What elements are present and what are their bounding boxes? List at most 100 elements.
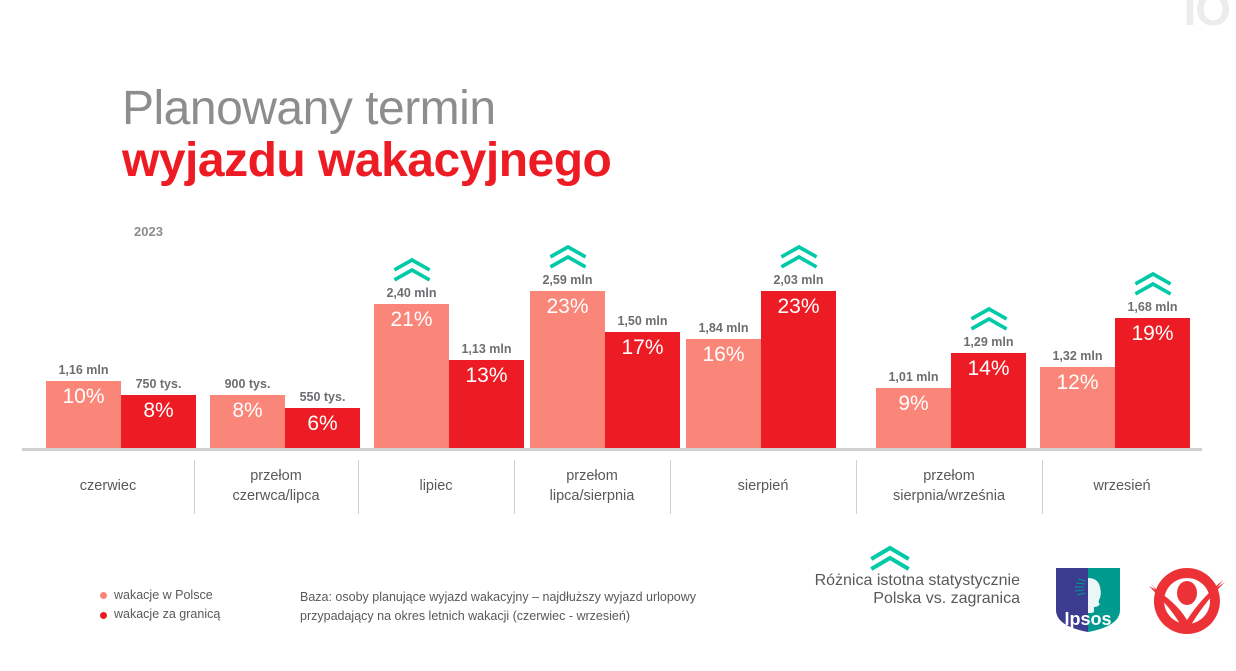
bar-absolute-label: 1,16 mln [58, 362, 109, 377]
bar-pair: 16% 1,84 mln 23% 2,03 mln [686, 232, 836, 450]
title-line-secondary: wyjazdu wakacyjnego [122, 134, 612, 188]
axis-label-5: sierpień [670, 458, 856, 516]
chart-baseline [22, 448, 1202, 451]
page-title: Planowany termin wyjazdu wakacyjnego [122, 82, 612, 188]
bar-abroad[interactable]: 19% 1,68 mln [1115, 272, 1190, 450]
bar-rect[interactable]: 13% 1,13 mln [449, 342, 524, 450]
bar-absolute-label: 1,13 mln [461, 341, 512, 356]
axis-label-text: lipiec [419, 478, 453, 495]
bar-rect[interactable]: 10% 1,16 mln [46, 363, 121, 450]
legend-label: wakacje za granicą [114, 607, 221, 622]
bar-absolute-label: 1,32 mln [1052, 348, 1103, 363]
bar-domestic[interactable]: 21% 2,40 mln [374, 258, 449, 450]
legend-dot-icon [100, 592, 107, 600]
bar-value-label: 10% [62, 384, 105, 408]
bar-pair: 8% 900 tys. 6% 550 tys. [210, 232, 360, 450]
axis-label-text: sierpień [737, 478, 789, 495]
bar-abroad[interactable]: 6% 550 tys. [285, 390, 360, 450]
bar-chart: 10% 1,16 mln 8% 750 tys. 8% 900 tys. 6% 550 tys… [22, 232, 1214, 450]
bar-value-label: 14% [967, 356, 1010, 380]
legend-label: wakacje w Polsce [114, 588, 213, 602]
bar-rect[interactable]: 8% 750 tys. [121, 377, 196, 450]
year-label: 2023 [134, 224, 163, 239]
bar-absolute-label: 2,59 mln [542, 272, 593, 287]
axis-label-1: czerwiec [22, 458, 194, 516]
axis-label-3: lipiec [358, 458, 514, 516]
bar-value-label: 16% [702, 343, 745, 367]
bar-value-label: 19% [1131, 322, 1174, 346]
legend-item-2[interactable]: wakacje za granicą [100, 605, 220, 624]
bar-rect[interactable]: 16% 1,84 mln [686, 321, 761, 450]
axis-label-text: przełom sierpnia/września [892, 468, 1006, 504]
bar-rect[interactable]: 12% 1,32 mln [1040, 349, 1115, 450]
axis-label-text: wrzesień [1093, 478, 1151, 495]
axis-separator [514, 460, 515, 514]
bar-rect[interactable]: 9% 1,01 mln [876, 370, 951, 450]
bar-abroad[interactable]: 17% 1,50 mln [605, 314, 680, 450]
significance-chevron-icon [374, 257, 449, 282]
bar-pair: 10% 1,16 mln 8% 750 tys. [46, 232, 196, 450]
significance-chevron-icon [530, 244, 605, 269]
bar-value-label: 9% [898, 391, 929, 415]
bar-value-label: 17% [621, 336, 664, 360]
axis-label-text: przełom czerwca/lipca [232, 468, 320, 504]
axis-label-6: przełom sierpnia/września [856, 458, 1042, 516]
bar-absolute-label: 1,84 mln [698, 321, 749, 336]
bar-absolute-label: 550 tys. [299, 390, 346, 405]
bar-pair: 9% 1,01 mln 14% 1,29 mln [876, 232, 1026, 450]
axis-separator [1042, 460, 1043, 514]
bar-abroad[interactable]: 13% 1,13 mln [449, 342, 524, 450]
svg-text:Ipsos: Ipsos [1064, 609, 1111, 629]
bar-value-label: 8% [143, 398, 174, 422]
legend-item-1[interactable]: wakacje w Polsce [100, 586, 220, 605]
bar-domestic[interactable]: 8% 900 tys. [210, 377, 285, 450]
bar-value-label: 13% [465, 363, 508, 387]
bar-value-label: 23% [546, 294, 589, 318]
bar-rect[interactable]: 23% 2,03 mln [761, 244, 836, 450]
title-line-primary: Planowany termin [122, 82, 496, 135]
significance-chevron-icon [951, 306, 1026, 331]
bar-value-label: 12% [1056, 370, 1099, 394]
bar-domestic[interactable]: 12% 1,32 mln [1040, 349, 1115, 450]
significance-note-line2: Polska vs. zagranica [873, 590, 1020, 607]
bar-absolute-label: 1,50 mln [617, 314, 668, 329]
bar-rect[interactable]: 19% 1,68 mln [1115, 272, 1190, 450]
axis-label-text: czerwiec [79, 478, 137, 495]
bar-domestic[interactable]: 16% 1,84 mln [686, 321, 761, 450]
bar-domestic[interactable]: 9% 1,01 mln [876, 370, 951, 450]
bar-absolute-label: 2,40 mln [386, 286, 437, 301]
bar-rect[interactable]: 23% 2,59 mln [530, 244, 605, 450]
bar-value-label: 6% [307, 412, 338, 436]
axis-separator [670, 460, 671, 514]
base-note: Baza: osoby planujące wyjazd wakacyjny –… [300, 590, 697, 623]
significance-chevron-icon [1115, 271, 1190, 296]
axis-label-4: przełom lipca/sierpnia [514, 458, 670, 516]
axis-separator [856, 460, 857, 514]
bar-absolute-label: 900 tys. [224, 376, 271, 391]
brand-circle-logo [1145, 562, 1229, 645]
bar-value-label: 23% [777, 294, 820, 318]
bar-value-label: 21% [390, 308, 433, 332]
significance-chevron-icon [760, 545, 1020, 571]
significance-note: Różnica istotna statystycznie Polska vs.… [760, 545, 1020, 608]
bar-rect[interactable]: 6% 550 tys. [285, 390, 360, 450]
bar-abroad[interactable]: 14% 1,29 mln [951, 306, 1026, 450]
bar-rect[interactable]: 17% 1,50 mln [605, 314, 680, 450]
ipsos-logo: Ipsos [1052, 566, 1124, 639]
bar-absolute-label: 1,01 mln [888, 369, 939, 384]
bar-rect[interactable]: 8% 900 tys. [210, 377, 285, 450]
axis-separator [358, 460, 359, 514]
chart-x-axis: czerwiec przełom czerwca/lipca lipiec przeł… [22, 458, 1202, 518]
bar-abroad[interactable]: 23% 2,03 mln [761, 244, 836, 450]
bar-absolute-label: 1,68 mln [1127, 300, 1178, 315]
axis-label-7: wrzesień [1042, 458, 1202, 516]
bar-value-label: 8% [232, 398, 263, 422]
legend-dot-icon [100, 611, 107, 619]
bar-abroad[interactable]: 8% 750 tys. [121, 377, 196, 450]
bar-domestic[interactable]: 23% 2,59 mln [530, 244, 605, 450]
bar-absolute-label: 2,03 mln [773, 272, 824, 287]
bar-pair: 23% 2,59 mln 17% 1,50 mln [530, 232, 680, 450]
bar-rect[interactable]: 21% 2,40 mln [374, 258, 449, 450]
bar-domestic[interactable]: 10% 1,16 mln [46, 363, 121, 450]
bar-rect[interactable]: 14% 1,29 mln [951, 306, 1026, 450]
